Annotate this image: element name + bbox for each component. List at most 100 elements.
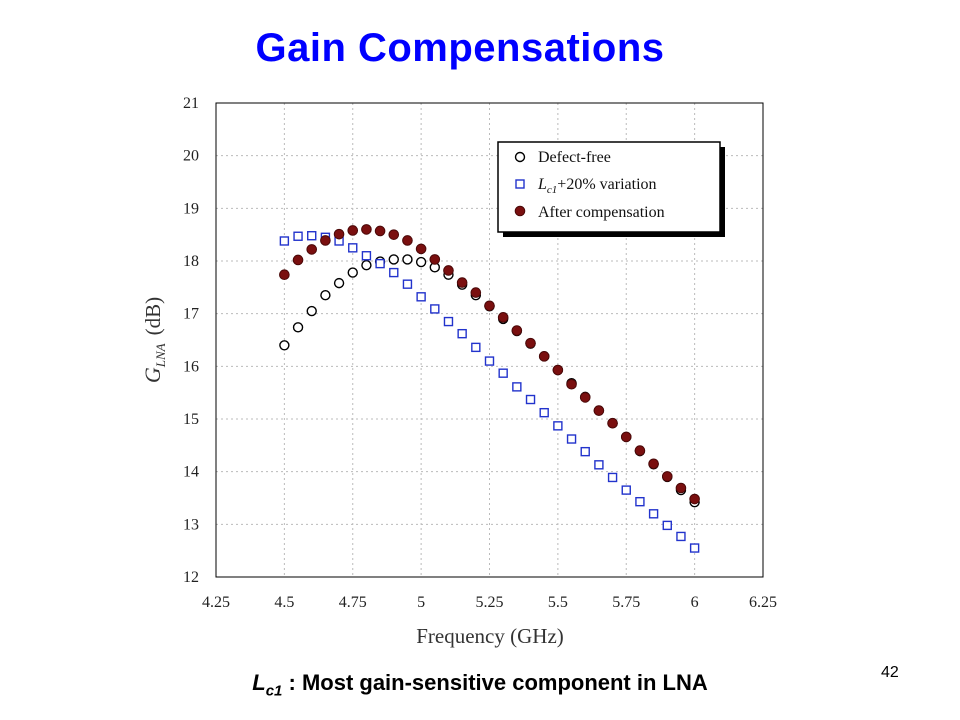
y-axis-subscript: LNA [153, 343, 168, 368]
x-tick-label: 5 [417, 594, 425, 611]
data-point-filled [497, 312, 509, 323]
caption-symbol: L [252, 670, 266, 695]
data-point-filled [470, 287, 482, 298]
data-point-filled [333, 228, 345, 240]
data-point-filled [552, 364, 564, 376]
data-point-circle [347, 267, 358, 278]
data-point-filled [292, 254, 304, 266]
data-point-filled [306, 244, 318, 255]
data-point-square [566, 434, 577, 444]
data-point-filled [689, 493, 700, 505]
legend-marker-defect-free [514, 151, 526, 163]
data-point-square [512, 382, 522, 392]
data-point-circle [320, 290, 331, 301]
y-tick-label: 14 [183, 464, 199, 481]
data-point-square [348, 243, 358, 253]
data-point-square [539, 407, 549, 418]
y-tick-label: 20 [183, 148, 199, 165]
data-point-circle [279, 340, 290, 351]
slide-title: Gain Compensations [255, 26, 665, 70]
data-point-filled [443, 265, 454, 276]
legend-marker-variation [515, 179, 525, 189]
data-point-circle [333, 277, 345, 289]
data-point-filled [415, 243, 427, 255]
data-point-filled [607, 417, 618, 429]
legend: Defect-free Lc1+20% variation After comp… [497, 141, 725, 237]
data-point-filled [456, 277, 468, 288]
data-point-square [553, 421, 563, 431]
legend-label-after-compensation: After compensation [538, 204, 665, 221]
data-point-square [402, 279, 413, 289]
x-tick-label: 5.5 [548, 594, 568, 611]
data-point-square [580, 446, 590, 457]
data-point-square [689, 543, 700, 553]
data-point-square [648, 509, 659, 519]
plot-frame [215, 102, 764, 578]
y-axis-unit: (dB) [141, 297, 165, 336]
y-tick-label: 13 [183, 516, 199, 533]
data-point-square [471, 342, 481, 353]
y-tick-label: 17 [183, 306, 199, 323]
y-tick-label: 16 [183, 358, 199, 375]
data-point-square [293, 231, 303, 241]
y-tick-label: 21 [183, 95, 199, 112]
y-tick-label: 18 [183, 253, 199, 270]
legend-variation-subscript: c1 [547, 184, 557, 196]
data-point-filled [347, 225, 359, 236]
y-tick-label: 12 [183, 569, 199, 586]
data-point-filled [566, 378, 577, 390]
data-point-circle [306, 305, 317, 317]
series-2 [279, 224, 700, 505]
data-point-square [635, 496, 645, 507]
data-point-square [416, 292, 426, 302]
data-point-filled [525, 337, 536, 349]
data-point-filled [429, 254, 441, 265]
y-tick-label: 19 [183, 200, 199, 217]
data-point-square [676, 531, 686, 542]
x-tick-label: 4.5 [274, 594, 294, 611]
x-tick-label: 4.75 [339, 594, 367, 611]
data-point-square [498, 368, 508, 378]
data-point-filled [661, 471, 673, 482]
data-point-filled [388, 229, 400, 240]
x-tick-label: 4.25 [202, 594, 230, 611]
data-point-filled [620, 431, 632, 443]
x-tick-label: 5.75 [612, 594, 640, 611]
data-point-square [594, 460, 604, 470]
data-point-square [525, 394, 536, 405]
data-point-square [607, 472, 618, 483]
data-point-filled [593, 405, 605, 416]
y-tick-label: 15 [183, 411, 199, 428]
data-point-circle [402, 254, 413, 265]
data-point-square [361, 251, 372, 261]
x-tick-label: 5.25 [476, 594, 504, 611]
data-point-square [430, 304, 440, 314]
data-point-filled [538, 351, 550, 362]
data-point-filled [648, 458, 659, 470]
series-1 [279, 231, 700, 553]
data-point-filled [320, 235, 331, 246]
data-point-filled [634, 445, 646, 456]
x-tick-label: 6.25 [749, 594, 777, 611]
data-point-square [279, 236, 290, 246]
caption-subscript: c1 [265, 682, 283, 700]
data-point-filled [279, 269, 290, 280]
data-point-circle [415, 256, 427, 268]
data-point-circle [388, 254, 399, 265]
data-point-square [307, 231, 317, 241]
page-number: 42 [881, 664, 899, 681]
data-point-filled [579, 392, 591, 403]
data-series [279, 224, 700, 553]
legend-marker-after-compensation [514, 205, 526, 217]
x-tick-label: 6 [691, 594, 699, 611]
legend-box [497, 141, 721, 233]
data-point-filled [374, 225, 386, 237]
data-point-square [375, 258, 385, 269]
legend-variation-text: +20% variation [557, 176, 656, 193]
data-point-square [389, 267, 399, 278]
data-point-square [443, 316, 454, 327]
slide-caption: Lc1 : Most gain-sensitive component in L… [0, 670, 960, 699]
legend-label-defect-free: Defect-free [538, 149, 611, 166]
legend-variation-symbol: L [537, 176, 547, 193]
